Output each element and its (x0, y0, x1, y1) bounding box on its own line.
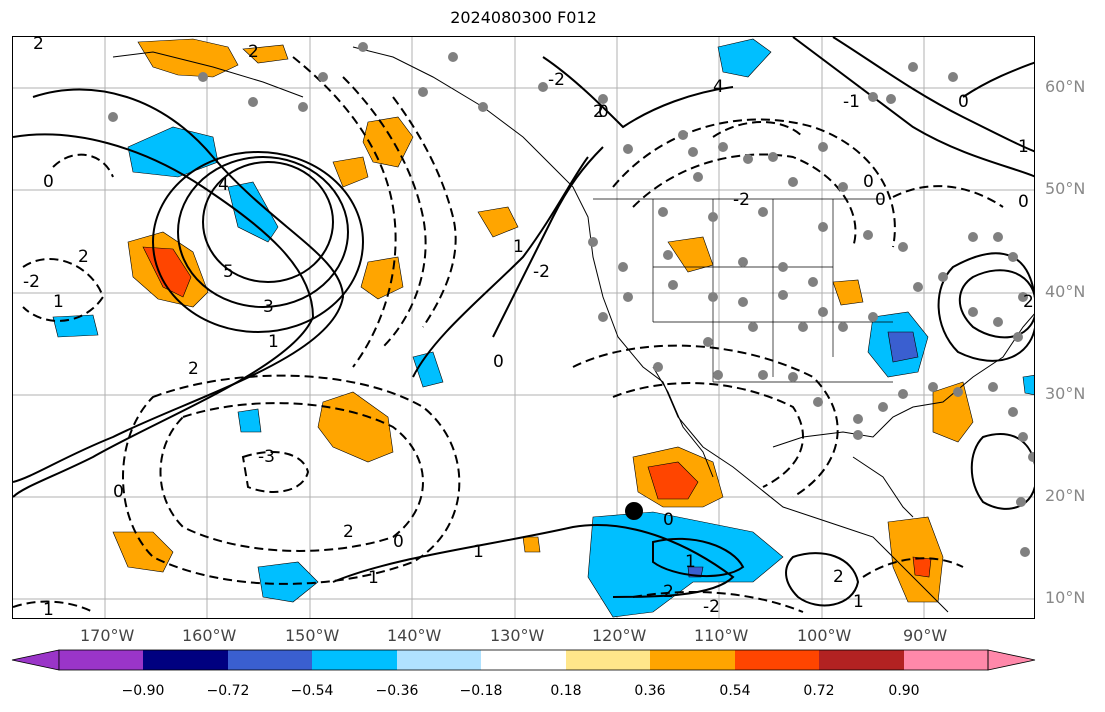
colorbar-tick-label: 0.90 (888, 683, 920, 699)
colorbar-tick-label: −0.36 (375, 683, 419, 699)
colorbar-tick-label: −0.90 (121, 683, 165, 699)
coastlines (112, 46, 1034, 613)
colorbar-tick-label: −0.54 (290, 683, 334, 699)
colorbar-segment (819, 650, 904, 670)
positive-anomaly-shading (112, 38, 974, 603)
contour-label: 2 (248, 42, 259, 62)
contour-label: 2 (593, 102, 604, 122)
contour-label: 1 (43, 600, 54, 619)
colorbar-segment (650, 650, 735, 670)
lon-label: 140°W (387, 626, 442, 645)
contour-label: 1 (1018, 137, 1029, 157)
colorbar-tick-label: 0.54 (719, 683, 751, 699)
colorbar (11, 649, 1036, 671)
lat-label: 50°N (1045, 179, 1086, 198)
contour-label: 1 (685, 552, 696, 572)
contour-label: 2 (78, 247, 89, 267)
contour-label: 4 (713, 77, 724, 97)
contour-label: 1 (53, 292, 64, 312)
colorbar-segment (59, 650, 143, 670)
contour-label: 2 (1023, 292, 1034, 312)
contour-label: 2 (833, 567, 844, 587)
colorbar-tick-label: 0.72 (803, 683, 835, 699)
lat-label: 20°N (1045, 486, 1086, 505)
station-dots (108, 42, 1034, 557)
colorbar-outline (58, 649, 989, 671)
colorbar-segment (397, 650, 481, 670)
contour-label: 3 (263, 297, 274, 317)
colorbar-segment (735, 650, 819, 670)
lon-label: 90°W (903, 626, 948, 645)
contour-label: 2 (663, 582, 674, 602)
contour-label: -2 (733, 190, 750, 210)
contour-label: 5 (223, 262, 234, 282)
contours-positive (13, 37, 1034, 607)
lat-label: 10°N (1045, 588, 1086, 607)
lon-label: 150°W (285, 626, 340, 645)
colorbar-tick-label: −0.18 (459, 683, 503, 699)
map-title: 2024080300 F012 (450, 8, 597, 27)
contour-label: -1 (843, 92, 860, 112)
contour-label: 0 (113, 482, 124, 502)
lon-label: 100°W (797, 626, 852, 645)
colorbar-max-extend (987, 649, 1036, 671)
lon-label: 130°W (490, 626, 545, 645)
contour-label: 0 (393, 532, 404, 552)
colorbar-segment (312, 650, 397, 670)
contour-label: 2 (33, 37, 44, 54)
colorbar-segment (143, 650, 228, 670)
contour-label: 1 (513, 237, 524, 257)
colorbar-tick-label: −0.72 (206, 683, 250, 699)
contour-label: 1 (853, 592, 864, 612)
lon-label: 120°W (592, 626, 647, 645)
contour-label: 0 (43, 172, 54, 192)
colorbar-tick-label: 0.18 (550, 683, 582, 699)
lat-label: 40°N (1045, 282, 1086, 301)
lat-label: 30°N (1045, 384, 1086, 403)
contour-label: 1 (368, 568, 379, 588)
contour-label: 2 (188, 359, 199, 379)
lon-label: 170°W (80, 626, 135, 645)
contour-label: 0 (863, 172, 874, 192)
lon-label: 110°W (694, 626, 749, 645)
colorbar-tick-label: 0.36 (634, 683, 666, 699)
contour-labels: 224204531212-210-3201-2101212-2100-2-102… (23, 37, 1034, 619)
colorbar-min-extend (11, 649, 60, 671)
colorbar-segment (904, 650, 988, 670)
contour-label: -2 (548, 70, 565, 90)
contour-label: 0 (958, 92, 969, 112)
contour-label: -2 (703, 597, 720, 617)
colorbar-segment (481, 650, 566, 670)
negative-anomaly-shading (52, 38, 1034, 618)
contour-label: -3 (258, 447, 275, 467)
map-canvas: 224204531212-210-3201-2101212-2100-2-102… (13, 37, 1034, 619)
contour-label: 0 (1018, 192, 1029, 212)
map-panel: 224204531212-210-3201-2101212-2100-2-102… (12, 36, 1035, 619)
contour-label: 1 (473, 542, 484, 562)
borders (593, 198, 893, 383)
contour-label: 0 (598, 102, 609, 122)
contour-label: 4 (218, 175, 229, 195)
storm-center-marker (625, 502, 643, 520)
contour-label: 0 (663, 510, 674, 530)
contour-label: 1 (268, 332, 279, 352)
contour-label: 2 (343, 522, 354, 542)
lat-label: 60°N (1045, 77, 1086, 96)
contour-label: 0 (493, 352, 504, 372)
contour-label: 0 (875, 190, 886, 210)
lon-label: 160°W (182, 626, 237, 645)
colorbar-segment (566, 650, 650, 670)
colorbar-segment (228, 650, 312, 670)
contours-negative (13, 56, 1004, 613)
contour-label: -2 (533, 262, 550, 282)
contour-label: -2 (23, 272, 40, 292)
